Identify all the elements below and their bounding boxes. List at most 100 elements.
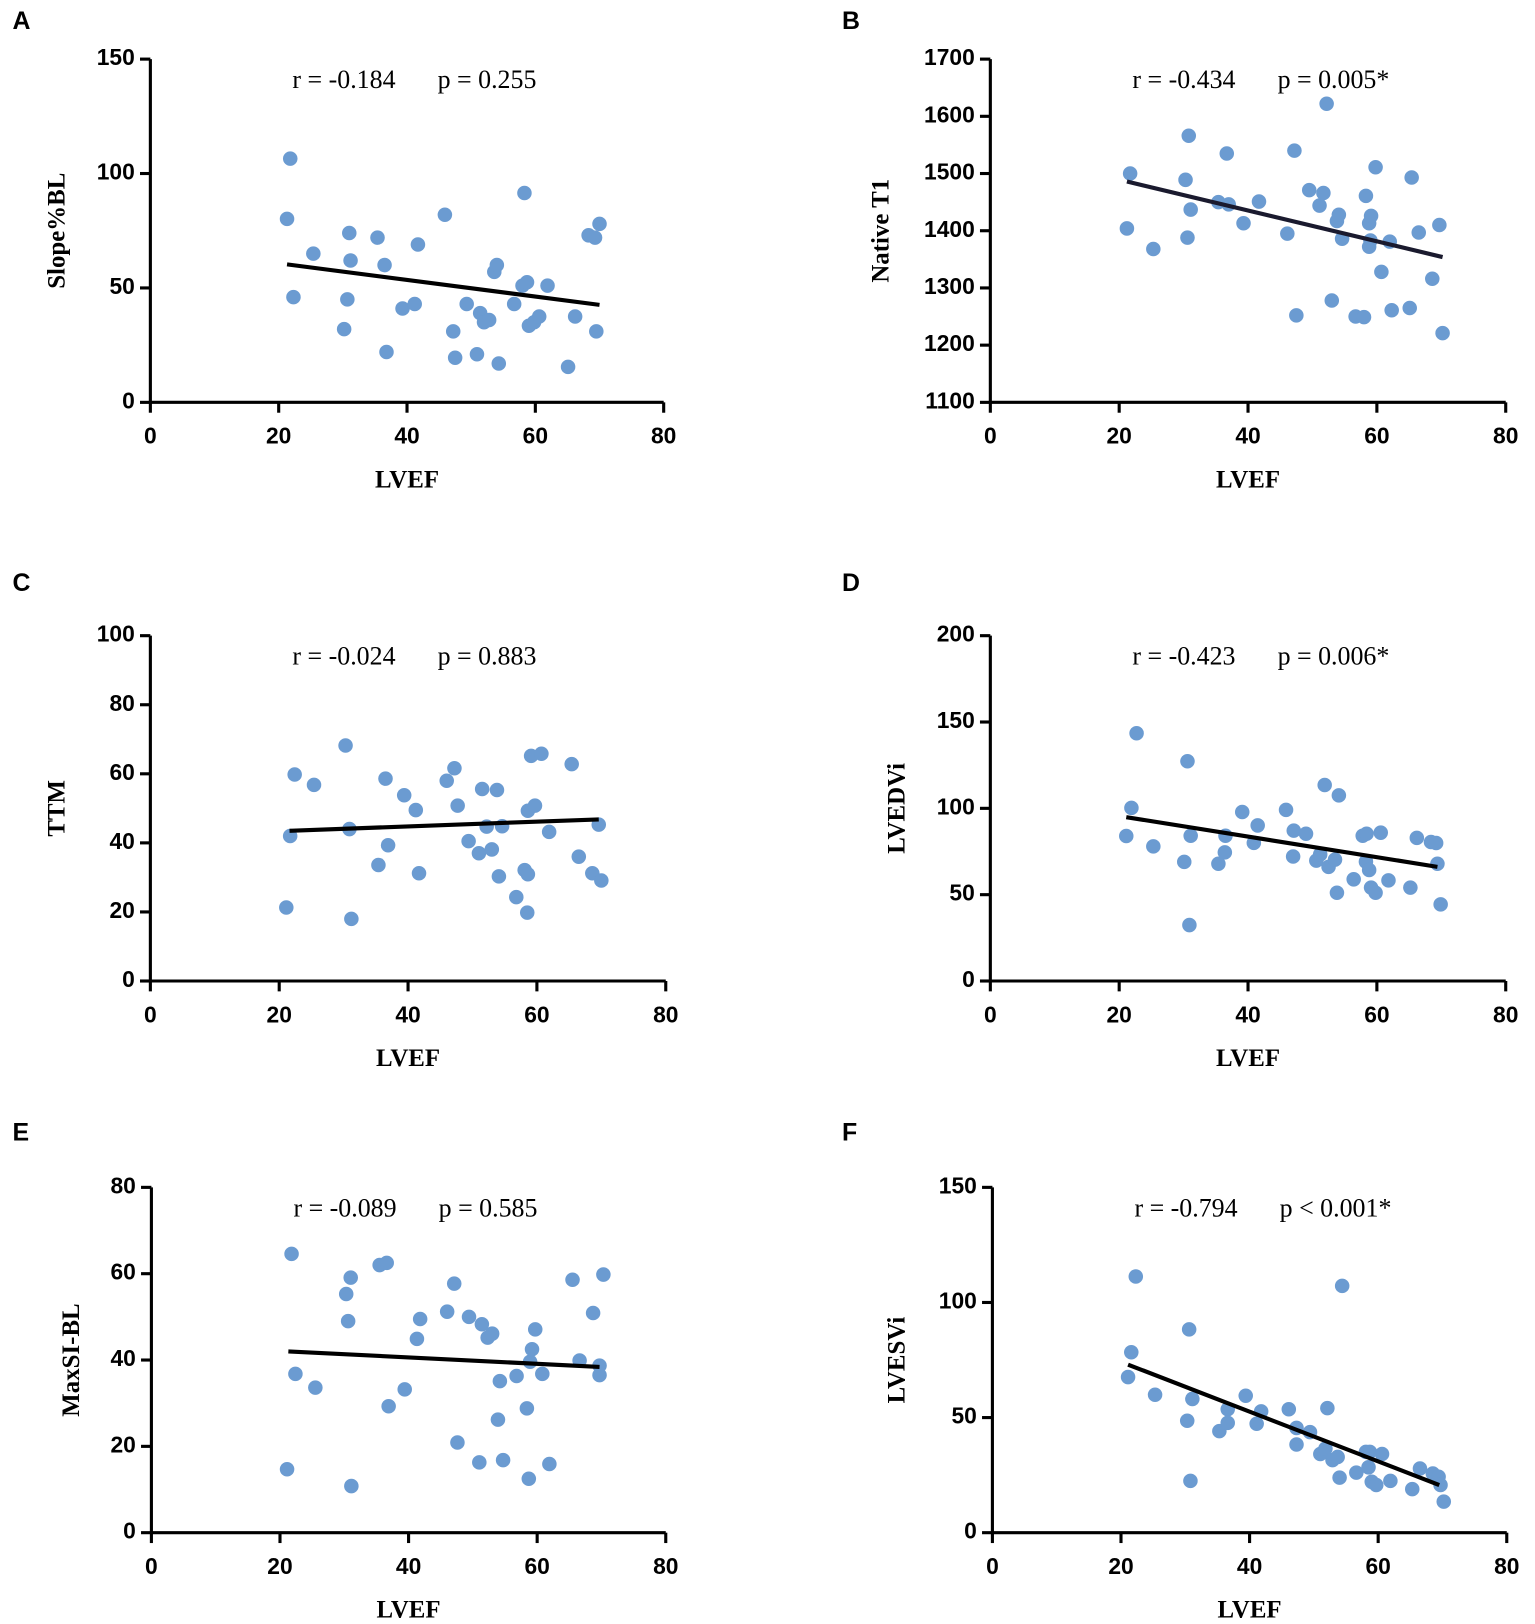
x-tick-label: 80 — [1493, 423, 1518, 449]
data-point — [1122, 166, 1138, 181]
data-point — [1317, 777, 1332, 793]
data-point — [535, 1366, 550, 1382]
data-point — [447, 761, 462, 776]
data-point — [1181, 1322, 1197, 1337]
data-point — [1179, 1413, 1195, 1429]
data-point — [1331, 207, 1347, 222]
data-point — [1234, 804, 1250, 820]
data-point — [592, 1367, 607, 1383]
data-point — [447, 350, 463, 365]
y-axis-title: LVEDVi — [883, 763, 910, 854]
data-point — [1120, 1369, 1136, 1385]
data-point — [542, 1456, 557, 1472]
data-point — [520, 867, 536, 882]
trend-line — [286, 262, 600, 307]
data-point — [1147, 1387, 1163, 1403]
data-point — [531, 309, 547, 324]
y-tick-label: 100 — [97, 159, 135, 185]
data-point — [1146, 241, 1161, 257]
y-tick-label: 40 — [109, 828, 134, 854]
data-point — [1356, 309, 1372, 325]
x-tick-label: 40 — [1235, 423, 1260, 449]
data-point — [1176, 854, 1192, 870]
data-point — [534, 746, 549, 762]
data-point — [1368, 159, 1383, 175]
data-point — [527, 798, 543, 813]
data-point — [1361, 1460, 1376, 1475]
stat-annotation: r = -0.423 — [1132, 642, 1235, 671]
data-point — [1319, 96, 1334, 111]
x-tick-label: 60 — [1364, 1001, 1389, 1027]
x-tick-label: 40 — [394, 423, 419, 449]
data-point — [379, 344, 394, 360]
trend-line — [1127, 1362, 1441, 1487]
data-point — [1181, 128, 1197, 144]
data-point — [1287, 143, 1302, 158]
data-point — [471, 845, 487, 861]
data-point — [410, 237, 426, 252]
x-tick-label: 0 — [145, 1553, 158, 1579]
data-point — [565, 1272, 580, 1287]
data-point — [541, 824, 557, 840]
data-point — [1124, 1344, 1139, 1360]
data-point — [288, 1366, 303, 1382]
data-point — [380, 838, 396, 853]
y-tick-label: 150 — [937, 707, 975, 733]
data-point — [396, 787, 412, 803]
data-point — [1409, 830, 1425, 846]
data-point — [1368, 1477, 1384, 1493]
y-tick-label: 1500 — [924, 159, 975, 185]
y-tick-label: 150 — [939, 1172, 977, 1198]
data-point — [472, 1455, 487, 1470]
data-point — [489, 257, 505, 273]
data-point — [521, 1471, 537, 1486]
data-point — [1180, 753, 1195, 769]
panel-label: A — [12, 7, 30, 35]
data-point — [509, 889, 524, 905]
data-point — [408, 802, 424, 818]
data-point — [343, 253, 358, 268]
data-point — [1217, 845, 1233, 860]
data-point — [1250, 818, 1265, 833]
data-point — [1359, 826, 1374, 841]
x-tick-label: 0 — [986, 1553, 999, 1579]
data-point — [519, 905, 535, 920]
data-point — [279, 1461, 295, 1477]
data-point — [1249, 1416, 1264, 1432]
y-tick-label: 1400 — [924, 216, 975, 242]
data-point — [340, 1313, 356, 1329]
panel-label: D — [842, 569, 860, 597]
data-point — [524, 1341, 540, 1357]
data-point — [519, 274, 535, 290]
data-point — [412, 1311, 428, 1327]
y-tick-label: 50 — [951, 1403, 976, 1429]
data-point — [1129, 725, 1144, 741]
x-tick-label: 40 — [1237, 1553, 1262, 1579]
y-tick-label: 80 — [109, 690, 134, 716]
data-point — [1428, 835, 1444, 851]
trend-line — [288, 1349, 600, 1370]
data-point — [1128, 1269, 1144, 1284]
data-point — [509, 1368, 524, 1384]
data-point — [1285, 849, 1301, 864]
data-point — [1278, 802, 1294, 818]
x-tick-label: 0 — [984, 1001, 997, 1027]
data-point — [461, 1309, 477, 1325]
data-point — [1289, 308, 1304, 323]
data-point — [1324, 293, 1340, 308]
data-point — [370, 230, 385, 245]
data-point — [1211, 856, 1226, 872]
data-point — [517, 185, 532, 201]
data-point — [1346, 872, 1361, 887]
data-point — [1318, 1441, 1333, 1456]
panel-label: E — [12, 1119, 29, 1147]
data-point — [594, 873, 609, 888]
data-point — [342, 225, 357, 241]
data-point — [1185, 1391, 1200, 1407]
data-point — [287, 767, 302, 782]
y-tick-label: 200 — [937, 621, 975, 647]
data-point — [1384, 302, 1399, 318]
data-point — [587, 230, 603, 245]
y-tick-label: 150 — [97, 44, 135, 70]
